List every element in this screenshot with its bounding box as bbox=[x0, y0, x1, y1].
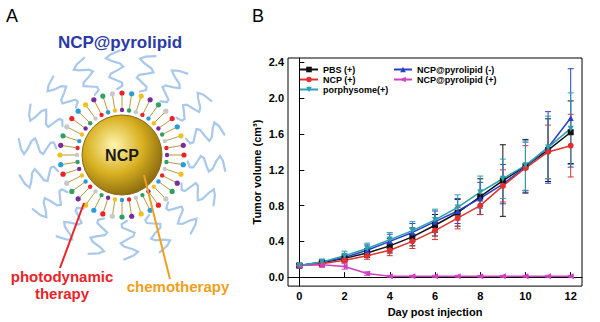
svg-text:2.4: 2.4 bbox=[269, 56, 285, 68]
svg-text:12: 12 bbox=[565, 290, 577, 302]
svg-text:PBS (+): PBS (+) bbox=[323, 65, 355, 75]
svg-text:photodynamic: photodynamic bbox=[11, 268, 114, 285]
svg-text:1.2: 1.2 bbox=[269, 164, 284, 176]
svg-text:4: 4 bbox=[387, 290, 394, 302]
svg-text:0: 0 bbox=[296, 290, 302, 302]
svg-text:NCP@pyrolipid: NCP@pyrolipid bbox=[58, 33, 182, 52]
svg-text:10: 10 bbox=[519, 290, 531, 302]
svg-text:A: A bbox=[6, 6, 18, 26]
svg-text:B: B bbox=[252, 6, 264, 26]
svg-text:porphysome(+): porphysome(+) bbox=[323, 85, 388, 95]
svg-text:NCP: NCP bbox=[105, 147, 139, 164]
svg-text:2: 2 bbox=[341, 290, 347, 302]
svg-text:NCP@pyrolipid (-): NCP@pyrolipid (-) bbox=[417, 65, 494, 75]
svg-text:chemotherapy: chemotherapy bbox=[127, 278, 230, 295]
svg-text:Day post injection: Day post injection bbox=[388, 306, 483, 318]
svg-text:Tumor volume (cm³): Tumor volume (cm³) bbox=[251, 119, 263, 224]
svg-text:0.8: 0.8 bbox=[269, 200, 284, 212]
svg-text:1.6: 1.6 bbox=[269, 128, 284, 140]
svg-text:8: 8 bbox=[477, 290, 483, 302]
svg-text:0.0: 0.0 bbox=[269, 271, 284, 283]
svg-text:therapy: therapy bbox=[35, 285, 90, 302]
svg-text:0.4: 0.4 bbox=[269, 235, 285, 247]
svg-text:NCP@pyrolipid (+): NCP@pyrolipid (+) bbox=[417, 75, 497, 85]
svg-text:NCP (+): NCP (+) bbox=[323, 75, 356, 85]
svg-text:6: 6 bbox=[432, 290, 438, 302]
svg-text:2.0: 2.0 bbox=[269, 92, 284, 104]
